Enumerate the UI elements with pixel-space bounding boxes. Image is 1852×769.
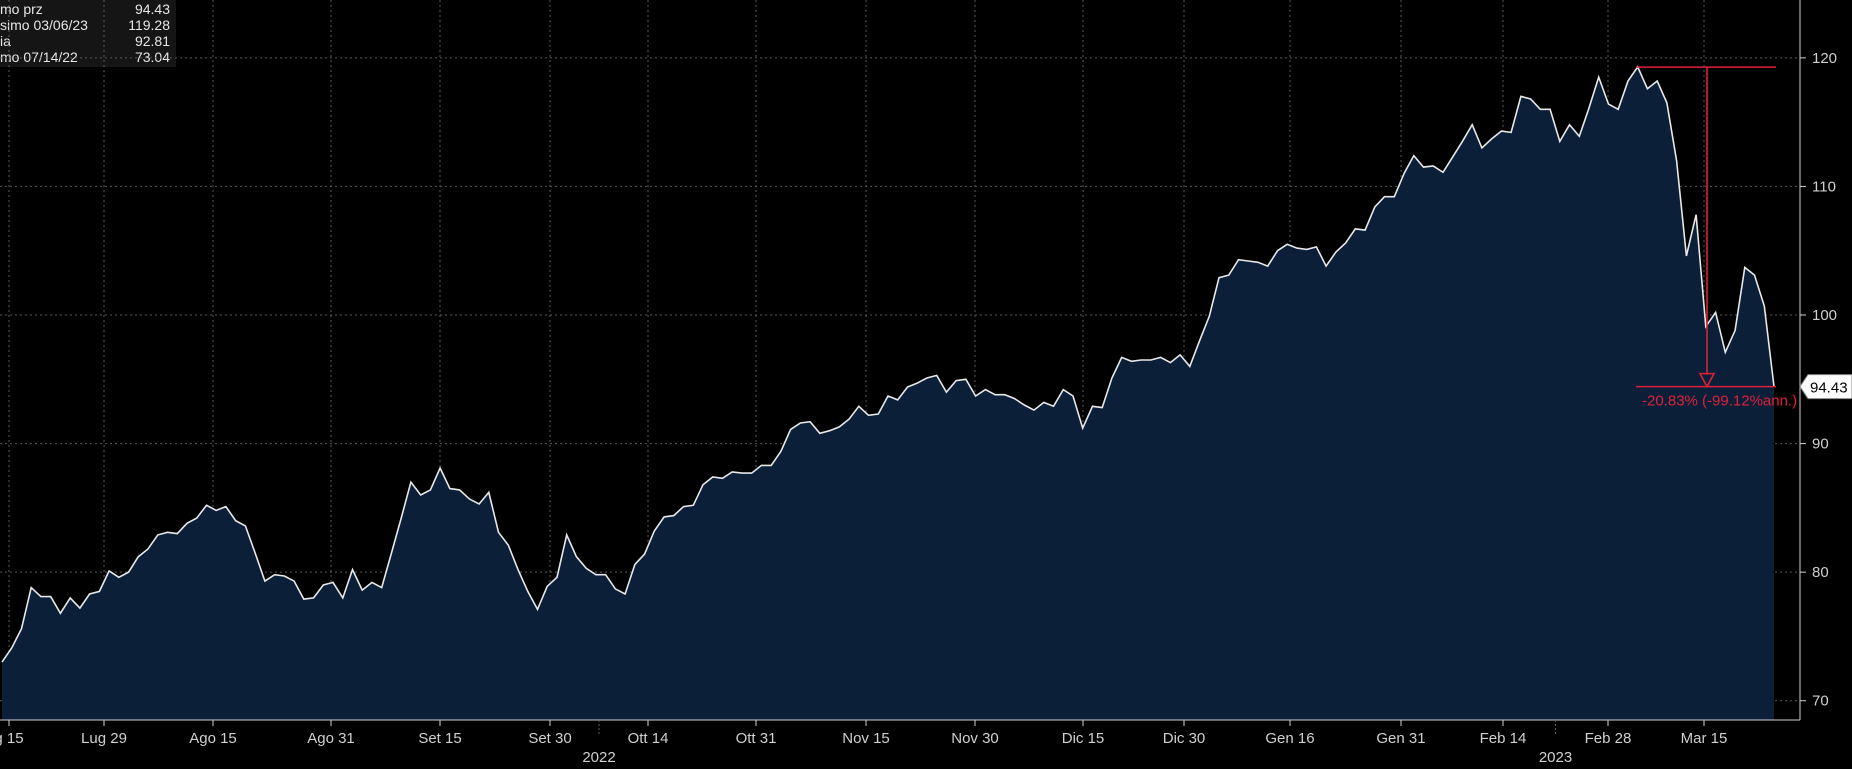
x-axis: g 15 Lug 29 Ago 15 Ago 31 Set 15 Set 30 Ott 14… (0, 719, 1800, 766)
y-tick-label: 100 (1812, 307, 1837, 324)
drawdown-annotation: -20.83% (-99.12%ann.) (1636, 66, 1797, 410)
x-tick-label: Mar 15 (1681, 730, 1728, 747)
legend-label: simo 03/06/23 (0, 17, 88, 33)
y-tick-label: 110 (1812, 178, 1836, 195)
x-year-label: 2023 (1539, 749, 1572, 766)
x-tick-label: g 15 (0, 730, 24, 747)
legend-value: 119.28 (128, 17, 170, 33)
last-value-marker (1799, 374, 1852, 400)
legend-value: 73.04 (134, 49, 170, 65)
x-tick-label: Lug 29 (81, 730, 127, 747)
x-tick-label: Set 15 (418, 730, 461, 747)
legend-label: mo 07/14/22 (0, 49, 78, 65)
x-tick-label: Gen 16 (1265, 730, 1314, 747)
x-tick-label: Ott 14 (628, 730, 669, 747)
legend-row: simo 03/06/23 119.28 (0, 17, 170, 33)
legend-row: mo 07/14/22 73.04 (0, 49, 170, 65)
y-tick-label: 70 (1812, 693, 1829, 710)
x-tick-label: Gen 31 (1376, 730, 1425, 747)
x-tick-label: Nov 15 (842, 730, 890, 747)
legend-row: mo prz 94.43 (0, 1, 170, 17)
annotation-label: -20.83% (-99.12%ann.) (1642, 393, 1797, 410)
legend-value: 94.43 (134, 1, 170, 17)
x-tick-label: Dic 15 (1062, 730, 1105, 747)
price-line (1, 65, 1775, 663)
chart-legend: mo prz 94.43 simo 03/06/23 119.28 ia 92.81 mo … (0, 0, 176, 67)
legend-label: mo prz (0, 1, 43, 17)
x-tick-label: Feb 14 (1480, 730, 1527, 747)
x-tick-label: Ago 15 (189, 730, 237, 747)
legend-value: 92.81 (134, 33, 170, 49)
price-area (2, 66, 1774, 720)
last-value-label: 94.43 (1810, 380, 1848, 397)
x-tick-label: Ago 31 (307, 730, 355, 747)
x-tick-label: Feb 28 (1585, 730, 1632, 747)
y-axis: 70 80 90 100 110 120 94.43 (1799, 0, 1852, 720)
x-tick-label: Ott 31 (736, 730, 777, 747)
x-year-label: 2022 (582, 749, 615, 766)
x-tick-label: Set 30 (528, 730, 571, 747)
legend-label: ia (0, 33, 11, 49)
y-tick-label: 120 (1812, 50, 1837, 67)
x-tick-label: Nov 30 (951, 730, 999, 747)
y-tick-label: 90 (1812, 436, 1829, 453)
y-tick-label: 80 (1812, 564, 1829, 581)
x-tick-label: Dic 30 (1163, 730, 1206, 747)
legend-row: ia 92.81 (0, 33, 170, 49)
annotation-arrow-head (1698, 372, 1716, 389)
